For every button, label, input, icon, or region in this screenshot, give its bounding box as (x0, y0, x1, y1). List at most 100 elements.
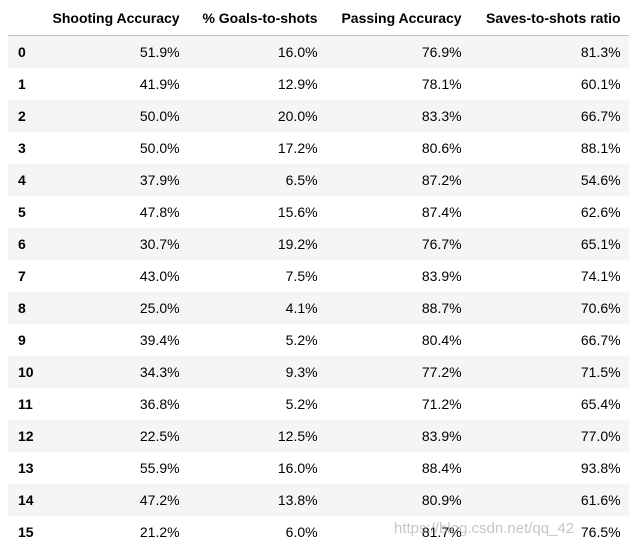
table-row: 4 37.9% 6.5% 87.2% 54.6% (8, 164, 629, 196)
table-cell: 66.7% (580, 332, 621, 348)
row-index: 5 (18, 204, 26, 220)
table-row: 8 25.0% 4.1% 88.7% 70.6% (8, 292, 629, 324)
table-cell: 87.4% (421, 204, 462, 220)
table-cell: 65.4% (580, 396, 621, 412)
table-cell: 21.2% (139, 524, 180, 540)
table-cell: 88.7% (421, 300, 462, 316)
table-row: 2 50.0% 20.0% 83.3% 66.7% (8, 100, 629, 132)
table-row: 12 22.5% 12.5% 83.9% 77.0% (8, 420, 629, 452)
table-cell: 6.0% (285, 524, 318, 540)
table-cell: 70.6% (580, 300, 621, 316)
row-index: 10 (18, 364, 34, 380)
data-table: Shooting Accuracy% Goals-to-shots Passing… (8, 0, 629, 548)
table-row: 7 43.0% 7.5% 83.9% 74.1% (8, 260, 629, 292)
table-cell: 76.7% (421, 236, 462, 252)
row-index: 1 (18, 76, 26, 92)
table-cell: 87.2% (421, 172, 462, 188)
table-cell: 37.9% (139, 172, 180, 188)
table-row: 11 36.8% 5.2% 71.2% 65.4% (8, 388, 629, 420)
table-cell: 30.7% (139, 236, 180, 252)
table-cell: 88.4% (421, 460, 462, 476)
table-cell: 76.5% (580, 524, 621, 540)
table-cell: 19.2% (277, 236, 318, 252)
table-cell: 6.5% (285, 172, 318, 188)
table-row: 14 47.2% 13.8% 80.9% 61.6% (8, 484, 629, 516)
row-index: 14 (18, 492, 34, 508)
table-cell: 93.8% (580, 460, 621, 476)
column-header: Shooting Accuracy (41, 0, 188, 36)
index-header (8, 0, 42, 36)
table-cell: 43.0% (139, 268, 180, 284)
table-cell: 50.0% (139, 108, 180, 124)
row-index: 15 (18, 524, 34, 540)
table-cell: 81.3% (580, 44, 621, 60)
column-header: Saves-to-shots ratio (469, 0, 629, 36)
table-cell: 78.1% (421, 76, 462, 92)
table-cell: 51.9% (139, 44, 180, 60)
table-cell: 47.2% (139, 492, 180, 508)
row-index: 9 (18, 332, 26, 348)
table-row: 10 34.3% 9.3% 77.2% 71.5% (8, 356, 629, 388)
table-cell: 39.4% (139, 332, 180, 348)
table-cell: 80.6% (421, 140, 462, 156)
table-cell: 74.1% (580, 268, 621, 284)
table-cell: 13.8% (277, 492, 318, 508)
table-row: 5 47.8% 15.6% 87.4% 62.6% (8, 196, 629, 228)
table-cell: 54.6% (580, 172, 621, 188)
row-index: 2 (18, 108, 26, 124)
table-cell: 16.0% (277, 44, 318, 60)
table-cell: 20.0% (277, 108, 318, 124)
table-cell: 22.5% (139, 428, 180, 444)
table-row: 13 55.9% 16.0% 88.4% 93.8% (8, 452, 629, 484)
table-cell: 41.9% (139, 76, 180, 92)
row-index: 6 (18, 236, 26, 252)
column-header: % Goals-to-shots (187, 0, 326, 36)
table-cell: 16.0% (277, 460, 318, 476)
table-row: 3 50.0% 17.2% 80.6% 88.1% (8, 132, 629, 164)
table-cell: 83.3% (421, 108, 462, 124)
table-cell: 15.6% (277, 204, 318, 220)
table-cell: 5.2% (285, 396, 318, 412)
table-cell: 12.5% (277, 428, 318, 444)
table-cell: 71.2% (421, 396, 462, 412)
row-index: 11 (18, 396, 33, 412)
column-header: Passing Accuracy (325, 0, 470, 36)
watermark: https://blog.csdn.net/qq_42 (394, 520, 575, 537)
table-row: 15 21.2% 6.0% 81.7% 76.5% (8, 516, 629, 548)
table-cell: 5.2% (285, 332, 318, 348)
table-cell: 4.1% (285, 300, 318, 316)
row-index: 8 (18, 300, 26, 316)
table-row: 0 51.9% 16.0% 76.9% 81.3% (8, 35, 629, 68)
table-cell: 17.2% (277, 140, 318, 156)
table-cell: 88.1% (580, 140, 621, 156)
row-index: 3 (18, 140, 26, 156)
table-cell: 83.9% (421, 268, 462, 284)
table-cell: 65.1% (580, 236, 621, 252)
table-cell: 61.6% (580, 492, 621, 508)
table-cell: 9.3% (285, 364, 318, 380)
table-cell: 36.8% (139, 396, 180, 412)
table-cell: 81.7% (421, 524, 462, 540)
row-index: 12 (18, 428, 34, 444)
table-cell: 71.5% (580, 364, 621, 380)
table-cell: 62.6% (580, 204, 621, 220)
row-index: 4 (18, 172, 26, 188)
table-cell: 55.9% (139, 460, 180, 476)
table-header: Shooting Accuracy% Goals-to-shots Passing… (8, 0, 629, 36)
table-cell: 66.7% (580, 108, 621, 124)
table-cell: 50.0% (139, 140, 180, 156)
table-row: 9 39.4% 5.2% 80.4% 66.7% (8, 324, 629, 356)
row-index: 13 (18, 460, 34, 476)
table-cell: 47.8% (139, 204, 180, 220)
table-cell: 76.9% (421, 44, 462, 60)
table-cell: 60.1% (580, 76, 621, 92)
table-cell: 77.2% (421, 364, 462, 380)
table-cell: 25.0% (139, 300, 180, 316)
table-cell: 83.9% (421, 428, 462, 444)
table-cell: 77.0% (580, 428, 621, 444)
table-cell: 34.3% (139, 364, 180, 380)
table-cell: 80.4% (421, 332, 462, 348)
table-cell: 7.5% (285, 268, 318, 284)
row-index: 0 (18, 44, 26, 60)
